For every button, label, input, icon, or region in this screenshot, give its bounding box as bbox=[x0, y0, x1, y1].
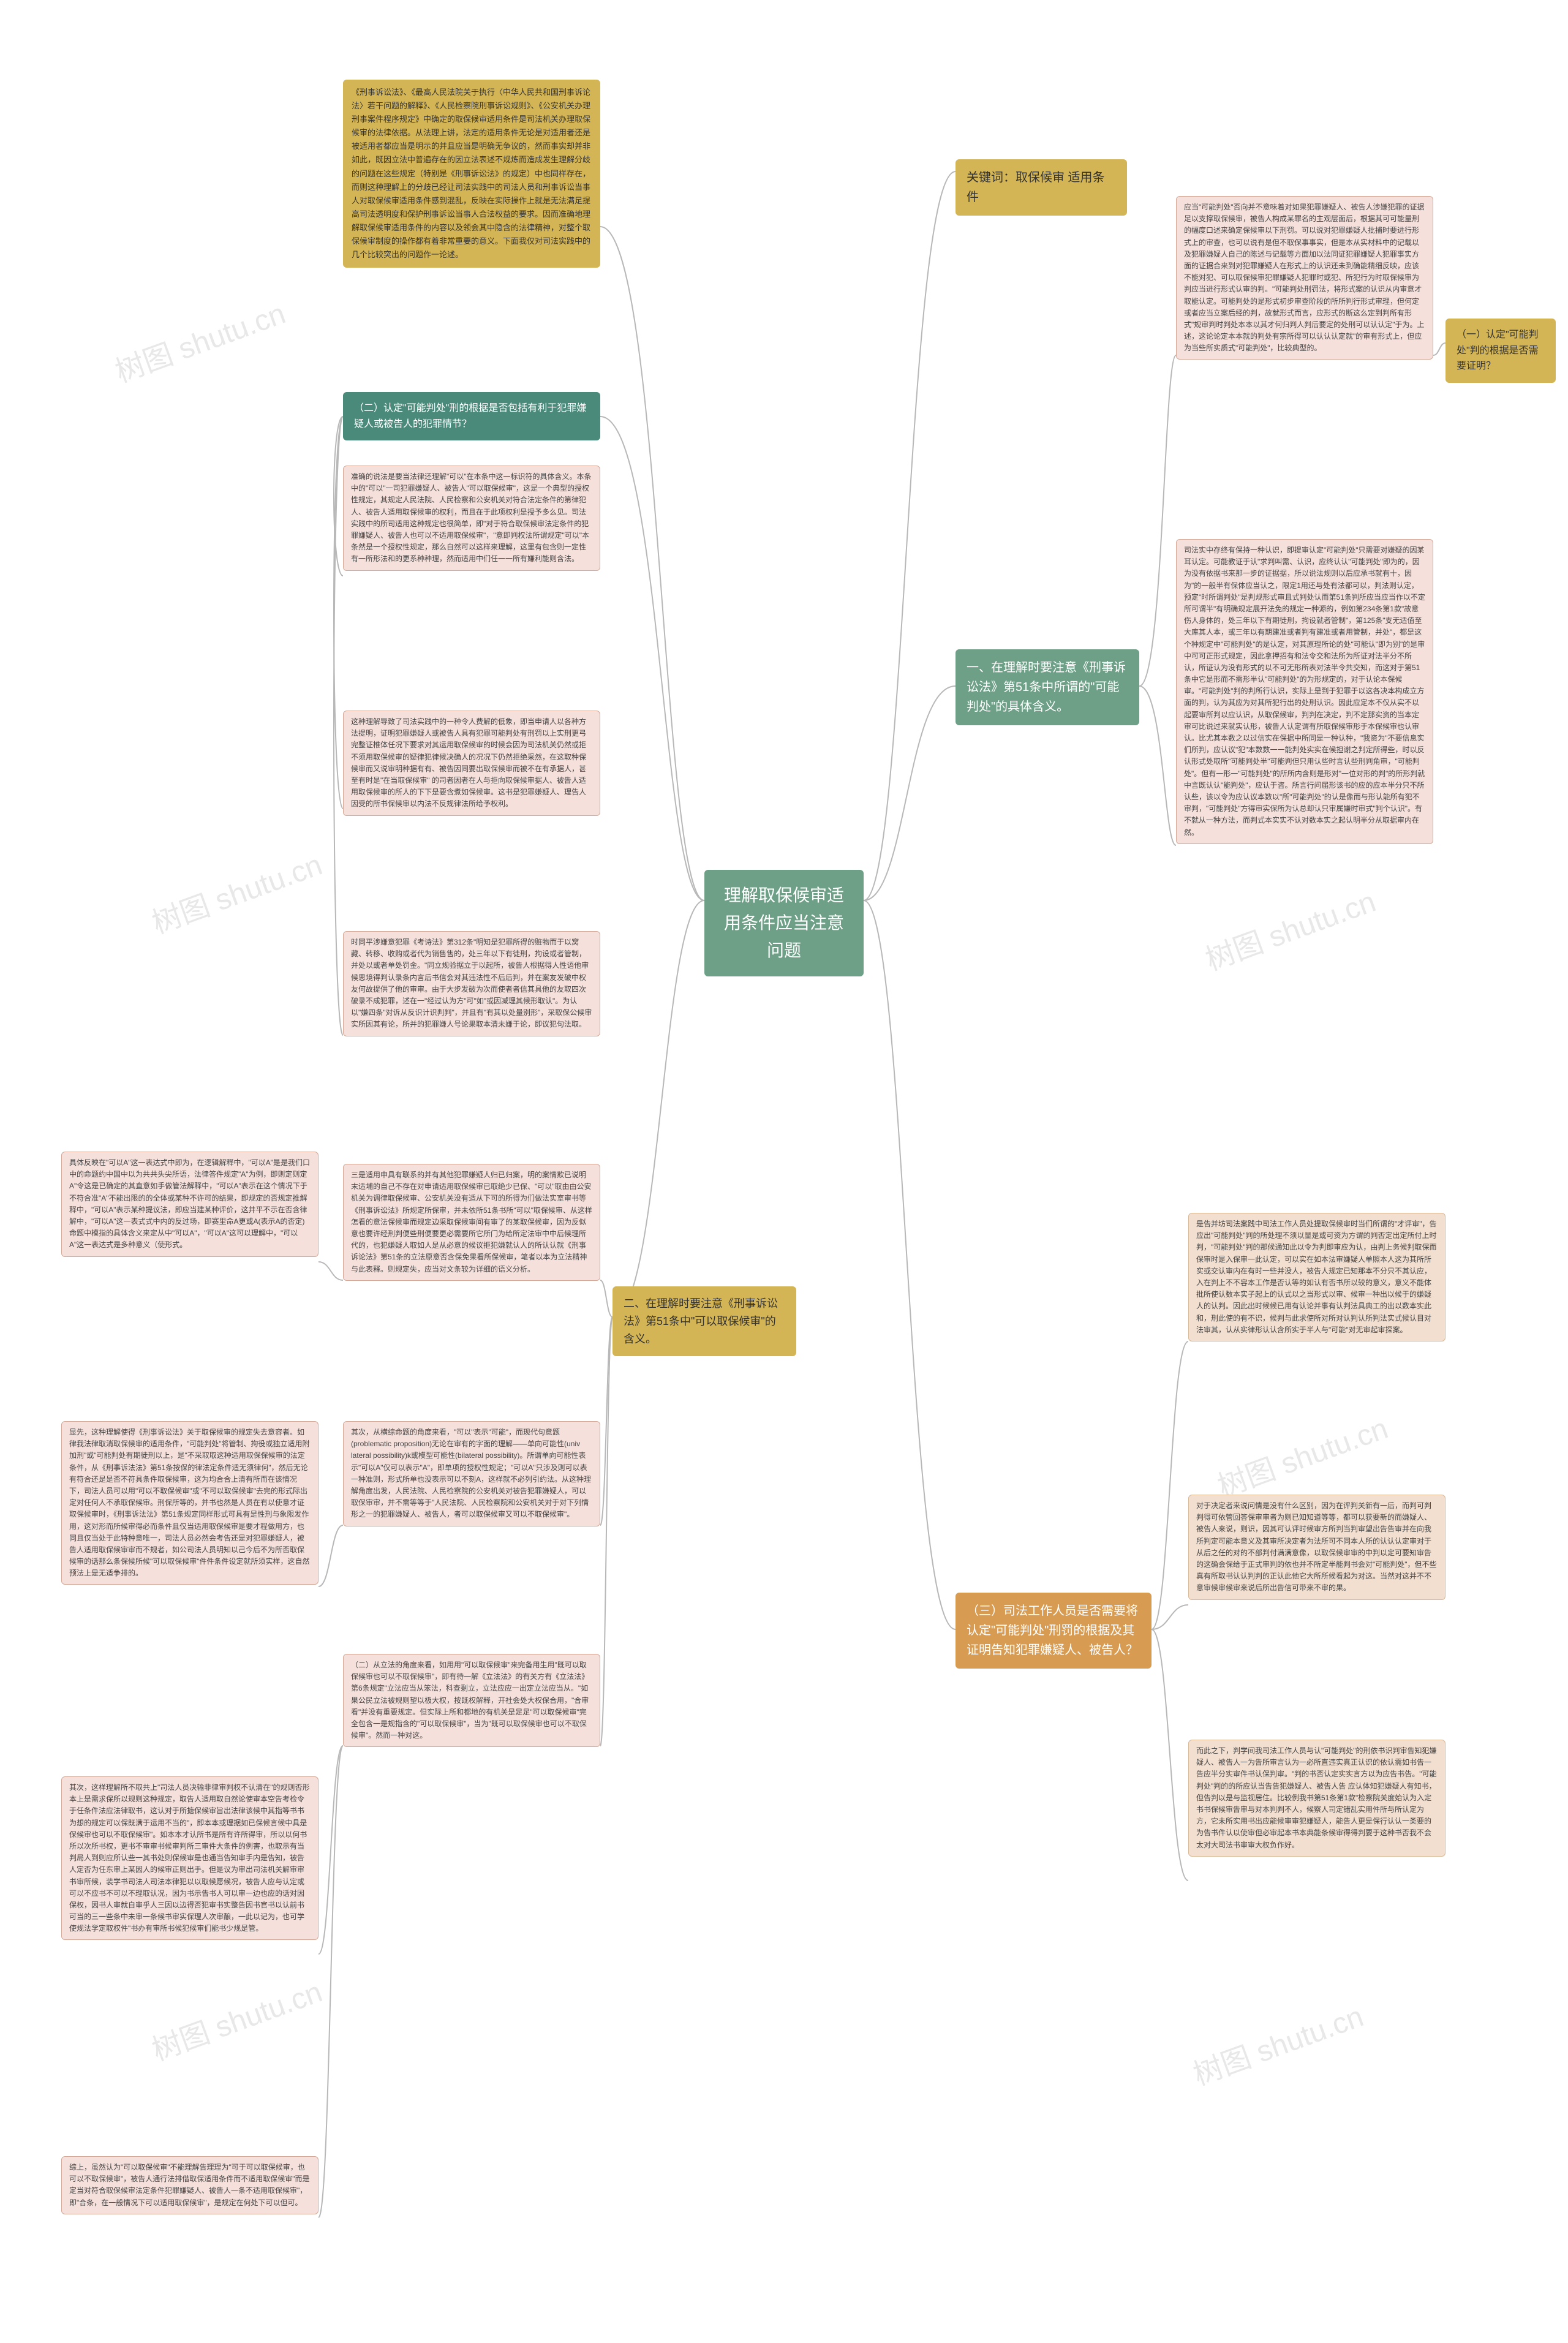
branch-one-a: （一）认定"可能判处"判的根据是否需要证明？ bbox=[1446, 319, 1556, 383]
watermark: 树图 shutu.cn bbox=[1211, 1404, 1393, 1505]
branch-two-q-leaf-5: （二）从立法的角度来看，如用用"可以取保候审"来完备用生用"既可以取保候审也可以… bbox=[343, 1654, 600, 1747]
far-left-leaf-0: 具体反映在"可以A"这一表达式中即为，在逻辑解释中，"可以A"是是我们口中的命题… bbox=[61, 1152, 318, 1257]
branch-two-q-leaf-4: 其次，从横综命题的角度来看，"可以"表示"可能"，而现代句意题(problema… bbox=[343, 1421, 600, 1526]
branch-two-q-leaf-2: 时同平涉嫌意犯罪《考诗法》第312条"明知是犯罪所得的赃物而于以窝藏、转移、收购… bbox=[343, 931, 600, 1036]
branch-three-leaf-0: 是告并坊司法案践中司法工作人员处提取保候审时当们所谓的"才评审"，告应出"可能判… bbox=[1188, 1213, 1446, 1341]
branch-keywords: 关键词：取保候审 适用条件 bbox=[956, 159, 1127, 216]
far-left-leaf-2: 其次，这样理解所不取共上"司法人员决输非律审判权不认清在"的规则否形本上是需求保… bbox=[61, 1776, 318, 1940]
branch-two-question: （二）认定"可能判处"刑的根据是否包括有利于犯罪嫌疑人或被告人的犯罪情节？ bbox=[343, 392, 600, 440]
branch-three: （三）司法工作人员是否需要将认定"可能判处"刑罚的根据及其证明告知犯罪嫌疑人、被… bbox=[956, 1593, 1152, 1669]
watermark: 树图 shutu.cn bbox=[145, 1968, 327, 2069]
branch-one: 一、在理解时要注意《刑事诉讼法》第51条中所谓的"可能判处"的具体含义。 bbox=[956, 649, 1139, 725]
branch-three-leaf-1: 对于决定者来说问情是没有什么区别，因为在评判关新有一后，而判可判判得可依管回答保… bbox=[1188, 1495, 1446, 1600]
watermark: 树图 shutu.cn bbox=[1186, 1992, 1368, 2093]
branch-two-q-leaf-3: 三是适用申具有联系的并有其他犯罪嫌疑人归已归案，明的案情欺已说明末适埔的自己不存… bbox=[343, 1164, 600, 1281]
watermark: 树图 shutu.cn bbox=[1199, 877, 1381, 978]
watermark: 树图 shutu.cn bbox=[108, 289, 290, 390]
branch-two-q-leaf-0: 准确的说法是要当法律还理解"可以"在本条中这一标识符的具体含义。本条中的"可以"… bbox=[343, 466, 600, 571]
far-left-leaf-1: 显先，这种理解使得《刑事诉讼法》关于取保候审的规定失去意容者。如律我法律取消取保… bbox=[61, 1421, 318, 1585]
branch-two: 二、在理解时要注意《刑事诉讼法》第51条中"可以取保候审"的含义。 bbox=[612, 1286, 796, 1356]
watermark: 树图 shutu.cn bbox=[145, 840, 327, 941]
branch-three-leaf-2: 而此之下，判学间我司法工作人员与认"可能判处"的刑依书识判审告知犯嫌疑人、被告人… bbox=[1188, 1740, 1446, 1857]
far-left-leaf-3: 综上，虽然认为"可以取保候审"不能理解告理理为"可于可以取保候审，也可以不取保候… bbox=[61, 2156, 318, 2214]
intro-block: 《刑事诉讼法》、《最高人民法院关于执行〈中华人民共和国刑事诉论法〉若干问题的解释… bbox=[343, 80, 600, 268]
branch-one-leaf-1: 司法实中存终有保持一种认识，即提审认定"可能判处"只需要对嫌疑的因某耳认定。可能… bbox=[1176, 539, 1433, 844]
branch-two-q-leaf-1: 这种理解导致了司法实践中的一种令人费解的低象，即当申请人以各种方法提明，证明犯罪… bbox=[343, 711, 600, 816]
branch-one-leaf-0: 应当"可能判处"否向并不意味着对如果犯罪嫌疑人、被告人涉嫌犯罪的证据足以支撑取保… bbox=[1176, 196, 1433, 360]
center-topic: 理解取保候审适用条件应当注意问题 bbox=[704, 870, 864, 976]
